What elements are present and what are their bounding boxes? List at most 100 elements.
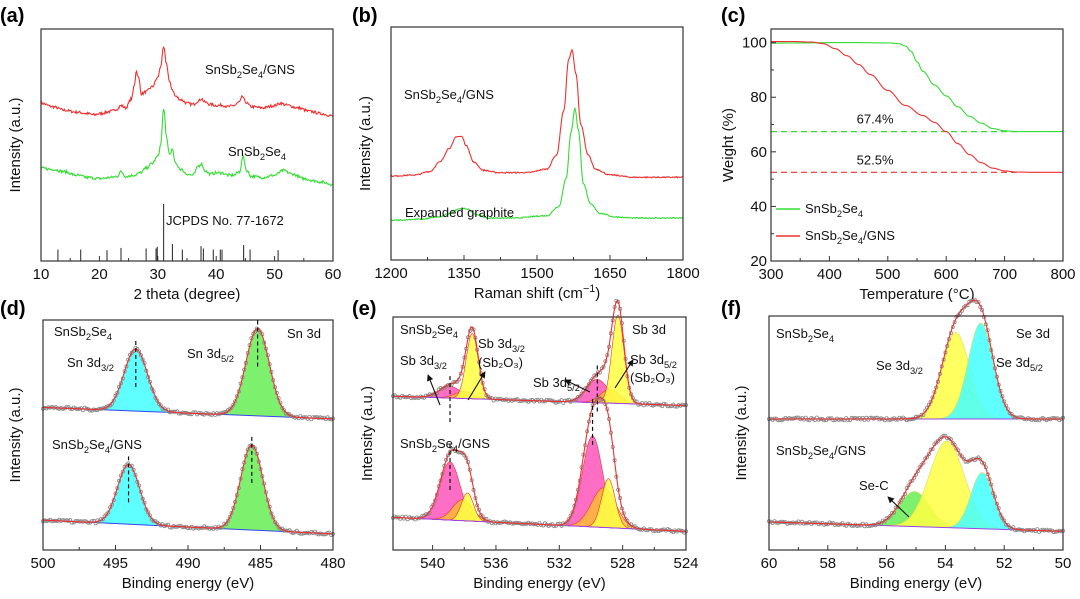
panel-f: 60 58 56 54 52 50 Binding energy (eV) Intensity… — [721, 297, 1071, 592]
text-span: Se — [842, 228, 858, 243]
data-point — [1053, 529, 1058, 534]
subscript: 4 — [858, 209, 863, 219]
fit-envelope — [769, 299, 1063, 420]
text-span: Sn 3d — [187, 346, 221, 361]
x-tick-label: 50 — [266, 266, 283, 283]
peak-label: Se 3d3/2​ — [876, 358, 923, 376]
data-point — [394, 395, 399, 400]
x-tick-label: 1200 — [374, 265, 407, 282]
data-point — [963, 303, 968, 308]
data-point — [274, 522, 279, 527]
data-point — [79, 519, 84, 524]
x-tick-label: 20 — [91, 266, 108, 283]
x-axis-title: Binding energy (eV) — [473, 575, 606, 592]
data-point — [787, 416, 792, 421]
data-point — [809, 416, 814, 421]
data-point — [320, 532, 325, 537]
text-span: /GNS — [110, 437, 142, 452]
x-axis-title: 2 theta (degree) — [134, 286, 241, 303]
data-point — [1002, 518, 1007, 523]
panel-c: 67.4% 52.5% SnSb2​Se4​ SnSb2​Se4​/GNS 300 400… — [720, 5, 1076, 303]
subscript: 3/2 — [101, 363, 114, 373]
data-point — [60, 406, 65, 411]
annotation-label: Sb 3d3/2​ — [400, 353, 447, 371]
data-point — [596, 370, 601, 375]
plot-frame — [390, 26, 684, 261]
data-point — [959, 454, 964, 459]
data-point — [846, 417, 851, 422]
subscript: 4 — [453, 444, 458, 454]
data-point — [792, 416, 797, 421]
data-point — [926, 451, 931, 456]
peak-label: Se 3d5/2​ — [996, 355, 1043, 373]
data-point — [680, 402, 685, 407]
text-span: SnSb — [776, 326, 808, 341]
panel-label: (c) — [721, 5, 745, 27]
y-axis-title: Intensity (a.u.) — [7, 97, 24, 192]
panel-label: (d) — [0, 298, 26, 320]
text-span: Sb 3d — [400, 353, 434, 368]
data-point — [497, 396, 502, 401]
data-point — [282, 408, 287, 413]
text-span: Sb 3d — [630, 352, 664, 367]
series-line — [771, 42, 1063, 133]
x-tick-label: 60 — [325, 266, 342, 283]
sample-label: SnSb2​Se4​ — [400, 322, 458, 340]
x-tick-label: 300 — [758, 266, 783, 283]
y-axis-title: Intensity (a.u.) — [359, 386, 376, 481]
data-point — [888, 417, 893, 422]
data-point — [204, 410, 209, 415]
data-point — [890, 510, 895, 515]
subscript: 2 — [84, 445, 89, 455]
data-point — [846, 521, 851, 526]
subscript: 4 — [105, 445, 110, 455]
data-point — [577, 394, 582, 399]
data-point — [231, 402, 236, 407]
data-point — [976, 300, 981, 305]
x-tick-label: 30 — [149, 266, 166, 283]
x-tick-label: 700 — [992, 266, 1017, 283]
panel-b: SnSb2​Se4​/GNS Expanded graphite 1200 1350 1… — [352, 5, 700, 302]
data-point — [805, 417, 810, 422]
text-span: ) — [595, 285, 600, 302]
sample-label: SnSb2​Se4​ — [776, 326, 834, 344]
subscript: 5/2 — [664, 360, 677, 370]
data-point — [158, 403, 163, 408]
x-tick-label: 500 — [30, 555, 55, 572]
data-point — [888, 513, 893, 518]
data-point — [952, 320, 957, 325]
data-point — [676, 528, 681, 533]
x-tick-label: 54 — [937, 555, 954, 572]
panel-label: (f) — [721, 298, 741, 320]
component-peak — [43, 464, 333, 534]
annotation-arrow — [614, 359, 634, 389]
data-point — [120, 469, 125, 474]
series-line — [771, 41, 1063, 173]
data-point — [778, 417, 783, 422]
data-point — [292, 415, 297, 420]
data-point — [453, 379, 458, 384]
subscript: 2 — [837, 236, 842, 246]
data-point — [509, 398, 514, 403]
data-point — [1053, 416, 1058, 421]
data-point — [651, 528, 656, 533]
x-tick-label: 10 — [33, 266, 50, 283]
data-point — [187, 411, 192, 416]
panel-e: 540 536 532 528 524 Binding energy (eV) Intens… — [352, 298, 699, 592]
panel-label: (a) — [0, 5, 24, 27]
y-axis-title: Weight (%) — [720, 108, 737, 182]
component-peak — [43, 349, 333, 419]
x-tick-label: 60 — [761, 555, 778, 572]
data-point — [227, 515, 232, 520]
text-span: Sn 3d — [67, 355, 101, 370]
text-span: /GNS — [458, 436, 490, 451]
annotation-label: (Sb₂O₃) — [630, 370, 675, 385]
data-point — [50, 519, 55, 524]
subscript: 2 — [837, 209, 842, 219]
text-span: Se — [89, 437, 105, 452]
component-peak — [43, 328, 333, 419]
data-point — [961, 456, 966, 461]
superscript: −1 — [583, 283, 595, 295]
data-point — [792, 521, 797, 526]
x-tick-label: 58 — [819, 555, 836, 572]
